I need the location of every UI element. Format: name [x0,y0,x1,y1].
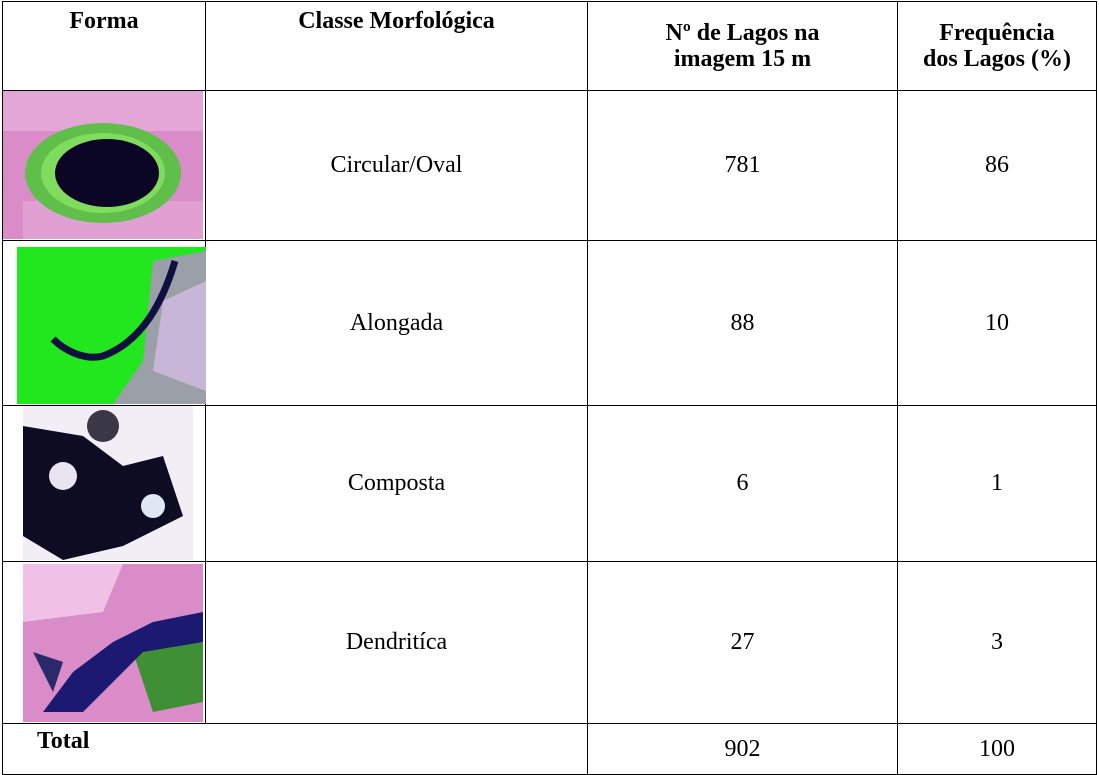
cell: Dendritíca [205,561,588,724]
cell: Composta [205,405,588,562]
cell: 3 [897,561,1097,724]
row: Circular/Oval 781 86 [2,90,1097,241]
cell: 88 [587,240,898,406]
header-line: dos Lagos (%) [922,46,1072,72]
lake-image [3,91,203,239]
header-cell: Frequência dos Lagos (%) [897,1,1097,91]
total-row: Total 902 100 [2,723,1097,775]
image-cell [2,90,206,241]
cell: 10 [897,240,1097,406]
cell: 100 [897,723,1097,775]
row: Dendritíca 27 3 [2,561,1097,724]
cell: Alongada [205,240,588,406]
header-line: imagem 15 m [673,46,812,72]
header-row: Forma Classe Morfológica Nº de Lagos na i… [2,1,1097,91]
image-cell [2,561,206,724]
header-cell: Forma [2,1,206,91]
header-line: Nº de Lagos na [665,20,820,46]
image-cell [2,240,206,406]
row: Alongada 88 10 [2,240,1097,406]
lake-image [23,406,193,560]
cell: Circular/Oval [205,90,588,241]
cell: 27 [587,561,898,724]
cell: 1 [897,405,1097,562]
lake-image [23,564,203,722]
cell: 902 [587,723,898,775]
header-cell: Classe Morfológica [205,1,588,91]
header-line: Frequência [939,20,1055,46]
total-label: Total [2,723,588,775]
row: Composta 6 1 [2,405,1097,562]
image-cell [2,405,206,562]
cell: 6 [587,405,898,562]
lake-image [17,247,206,404]
cell: 781 [587,90,898,241]
cell: 86 [897,90,1097,241]
header-cell: Nº de Lagos na imagem 15 m [587,1,898,91]
